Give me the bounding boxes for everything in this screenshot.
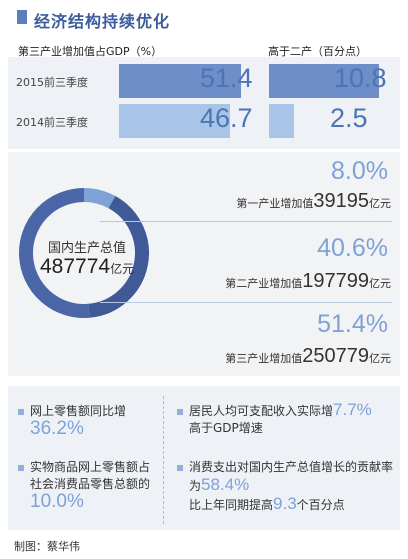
above-bar-2014 (269, 104, 391, 138)
row-label-2014: 2014前三季度 (16, 116, 88, 129)
stat-consumption: 消费支出对国内生产总值增长的贡献率 为58.4% 比上年同期提高9.3个百分点 (189, 459, 393, 514)
consumption-prefix: 为 (189, 479, 202, 493)
online-retail-value: 36.2% (30, 418, 84, 439)
gdp-label: 国内生产总值 (48, 241, 127, 256)
income-value: 7.7% (333, 400, 372, 419)
divider-1 (100, 221, 392, 222)
above-value-2014: 2.5 (330, 103, 368, 133)
above-value-2015: 10.8 (334, 63, 387, 93)
share-bar-2014 (119, 104, 261, 138)
consumption-value: 58.4% (201, 475, 250, 494)
share-value-2014: 46.7 (200, 103, 253, 133)
bullet-online-share (18, 465, 24, 471)
stat-income: 居民人均可支配收入实际增7.7% 高于GDP增速 (189, 401, 372, 437)
title-marker (17, 10, 27, 24)
consumption-line3b: 个百分点 (296, 498, 345, 512)
gdp-amount: 487774 (40, 255, 111, 278)
stat-online-retail: 网上零售额同比增 36.2% (30, 403, 127, 439)
tertiary-amount: 250779 (302, 345, 369, 367)
secondary-unit: 亿元 (369, 277, 391, 290)
gdp-donut-chart (19, 188, 149, 318)
share-bar-fill-2014 (119, 104, 230, 138)
tertiary-unit: 亿元 (369, 352, 391, 365)
gdp-unit: 亿元 (110, 262, 135, 276)
income-line2: 高于GDP增速 (189, 421, 263, 435)
credit-line: 制图：蔡华伟 (14, 540, 80, 553)
above-bar-fill-2014 (269, 104, 295, 138)
primary-label: 第一产业增加值 (236, 197, 314, 210)
page-title: 经济结构持续优化 (34, 12, 171, 31)
primary-line: 第一产业增加值39195亿元 (236, 190, 391, 213)
stats-divider (163, 396, 164, 524)
online-share-line1: 实物商品网上零售额占 (30, 460, 151, 474)
tertiary-line: 第三产业增加值250779亿元 (225, 345, 391, 368)
secondary-amount: 197799 (302, 270, 369, 292)
share-bar-fill-2015 (119, 64, 241, 98)
online-retail-label: 网上零售额同比增 (30, 404, 127, 418)
secondary-pct: 40.6% (317, 234, 388, 262)
bullet-consumption (177, 465, 183, 471)
donut-slice-1 (83, 188, 116, 209)
tertiary-pct: 51.4% (317, 310, 388, 338)
consumption-line1: 消费支出对国内生产总值增长的贡献率 (189, 460, 394, 474)
income-label: 居民人均可支配收入实际增 (189, 404, 334, 418)
above-bar-fill-2015 (269, 64, 379, 98)
stats-panel (8, 386, 400, 530)
primary-unit: 亿元 (369, 197, 391, 210)
share-value-2015: 51.4 (200, 63, 253, 93)
row-label-2015: 2015前三季度 (16, 76, 88, 89)
above-secondary-header: 高于二产（百分点） (268, 45, 367, 58)
divider-2 (100, 302, 392, 303)
stat-online-share: 实物商品网上零售额占 社会消费品零售总额的 10.0% (30, 459, 151, 512)
primary-amount: 39195 (313, 190, 369, 212)
bullet-income (177, 409, 183, 415)
bullet-online-retail (18, 409, 24, 415)
donut-slice-2 (88, 196, 149, 318)
above-bar-2015 (269, 64, 391, 98)
tertiary-label: 第三产业增加值 (225, 352, 303, 365)
gdp-value: 487774亿元 (40, 255, 134, 279)
online-share-line2: 社会消费品零售总额的 (30, 477, 151, 491)
primary-pct: 8.0% (331, 157, 388, 185)
online-share-value: 10.0% (30, 491, 84, 512)
donut-slice-3 (19, 188, 90, 318)
consumption-line3a: 比上年同期提高 (189, 498, 274, 512)
secondary-line: 第二产业增加值197799亿元 (225, 270, 391, 293)
secondary-label: 第二产业增加值 (225, 277, 303, 290)
share-header: 第三产业增加值占GDP（%） (18, 45, 163, 58)
share-bar-2015 (119, 64, 261, 98)
consumption-value2: 9.3 (273, 494, 297, 513)
